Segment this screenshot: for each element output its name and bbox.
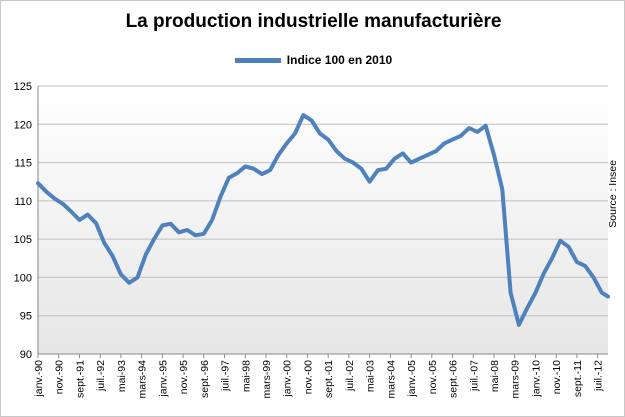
x-tick-label: juil.-02: [344, 360, 356, 392]
x-tick-label: sept.-11: [572, 360, 584, 397]
x-tick-label: mars-09: [510, 360, 522, 399]
x-tick-label: sept.-91: [74, 360, 86, 398]
x-tick-label: sept.-06: [448, 360, 460, 398]
y-tick-label: 105: [14, 234, 32, 246]
chart-legend: Indice 100 en 2010: [1, 53, 624, 67]
legend-label: Indice 100 en 2010: [286, 53, 393, 67]
x-tick-label: nov.-05: [427, 360, 439, 394]
legend-swatch: [234, 57, 281, 63]
x-tick-label: juil.-12: [593, 360, 605, 392]
y-tick-label: 90: [20, 349, 32, 361]
x-tick-label: janv.-00: [282, 360, 294, 398]
x-tick-label: janv.-10: [530, 360, 542, 398]
x-tick-label: nov.-00: [302, 360, 314, 394]
y-tick-label: 100: [14, 272, 32, 284]
x-tick-label: sept.-01: [323, 360, 335, 398]
x-tick-label: nov.-10: [551, 360, 563, 394]
x-tick-label: sept.-96: [199, 360, 211, 398]
y-tick-label: 115: [14, 158, 32, 170]
x-tick-label: janv.-05: [406, 360, 418, 398]
x-tick-label: mars-99: [261, 360, 273, 399]
x-tick-label: mai-93: [116, 360, 128, 392]
series-line: [36, 113, 610, 327]
x-tick-label: mai-98: [240, 360, 252, 392]
chart-title: La production industrielle manufacturièr…: [125, 11, 502, 32]
x-tick-label: nov.-90: [54, 360, 66, 394]
x-tick-label: janv.-95: [157, 360, 169, 398]
x-tick-label: juil.-97: [220, 360, 232, 392]
y-tick-label: 125: [14, 81, 32, 93]
x-tick-label: juil.-92: [95, 360, 107, 392]
x-tick-label: nov.-95: [178, 360, 190, 394]
x-tick-label: juil.-07: [468, 360, 480, 392]
x-tick-label: mars-04: [385, 360, 397, 399]
y-tick-label: 110: [14, 196, 32, 208]
y-tick-label: 120: [14, 119, 32, 131]
x-tick-label: mai-03: [365, 360, 377, 392]
x-tick-label: janv.-90: [33, 360, 45, 398]
source-annotation: Source : Insee: [607, 160, 619, 228]
x-tick-label: mars-94: [137, 360, 149, 399]
y-tick-label: 95: [20, 311, 32, 323]
x-tick-label: mai-08: [489, 360, 501, 392]
